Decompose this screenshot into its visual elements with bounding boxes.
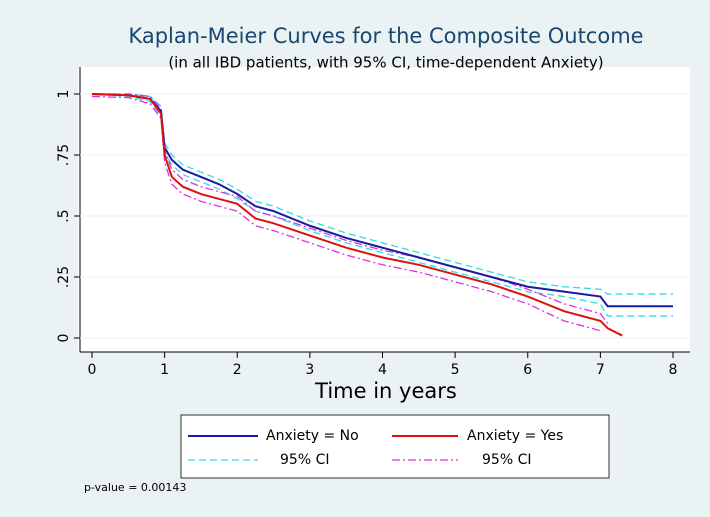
x-tick-label: 5: [451, 362, 460, 378]
x-tick-label: 2: [233, 362, 242, 378]
chart-title: Kaplan-Meier Curves for the Composite Ou…: [128, 24, 643, 48]
y-tick-label: .5: [56, 209, 72, 222]
y-tick-label: .25: [56, 266, 72, 288]
legend-label: 95% CI: [280, 452, 329, 468]
legend-label: 95% CI: [482, 452, 531, 468]
x-tick-label: 7: [596, 362, 605, 378]
x-tick-label: 3: [305, 362, 314, 378]
ci-line: [92, 93, 609, 324]
plot-area: [78, 67, 690, 352]
survival-line: [91, 93, 623, 337]
y-tick-label: 0: [56, 334, 72, 343]
x-tick-label: 8: [669, 362, 678, 378]
y-tick-label: 1: [56, 90, 72, 99]
y-tick-label: .75: [56, 144, 72, 166]
chart-subtitle: (in all IBD patients, with 95% CI, time-…: [168, 54, 603, 72]
x-tick-label: 4: [378, 362, 387, 378]
legend-label: Anxiety = No: [266, 428, 359, 444]
x-tick-label: 1: [160, 362, 169, 378]
x-tick-label: 0: [88, 362, 97, 378]
x-tick-label: 6: [523, 362, 532, 378]
ci-line: [91, 93, 673, 317]
legend-label: Anxiety = Yes: [467, 428, 563, 444]
annotation: p-value = 0.00143: [84, 481, 186, 494]
legend: [180, 414, 610, 479]
x-axis-title: Time in years: [314, 379, 457, 403]
